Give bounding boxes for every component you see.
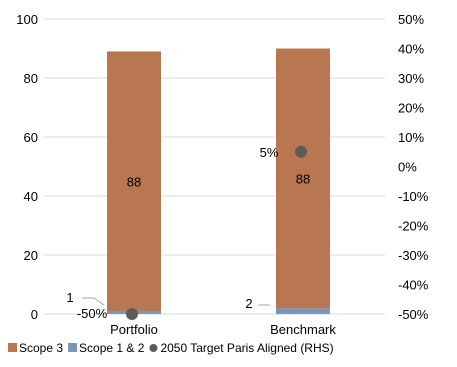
label-leaders [82, 297, 270, 306]
y-right-tick-label: -30% [398, 248, 429, 263]
legend-swatch [8, 343, 17, 352]
y-left-tick-label: 60 [24, 130, 38, 145]
bar-scope-3 [107, 51, 161, 312]
x-axis: Portfolio Benchmark [110, 322, 336, 337]
marker-target [126, 308, 138, 320]
data-label-scope-3: 88 [296, 171, 310, 186]
x-tick-label: Portfolio [110, 322, 158, 337]
legend-label: Scope 1 & 2 [79, 341, 145, 355]
y-left-tick-label: 20 [24, 248, 38, 263]
legend-label: Scope 3 [19, 341, 63, 355]
data-labels: 88 88 1 2 -50% 5% [66, 145, 310, 321]
legend-swatch [149, 344, 158, 352]
bars [107, 48, 330, 314]
gridlines [44, 18, 385, 315]
data-label-target: 5% [260, 145, 279, 160]
data-label-scope-1-2: 2 [245, 296, 252, 311]
y-right-tick-label: -20% [398, 219, 429, 234]
y-axis-right: -50% -40% -30% -20% -10% 0% 10% 20% 30% 40% 50% [398, 12, 429, 322]
y-left-tick-label: 80 [24, 71, 38, 86]
y-left-tick-label: 0 [31, 307, 38, 322]
y-right-tick-label: 50% [398, 12, 424, 27]
y-right-tick-label: 20% [398, 101, 424, 116]
legend-swatch [68, 343, 78, 352]
bar-scope-1-2 [276, 308, 330, 314]
y-right-tick-label: -50% [398, 307, 429, 322]
legend-label: 2050 Target Paris Aligned (RHS) [160, 341, 333, 355]
marker-target [295, 145, 307, 158]
markers [126, 145, 307, 320]
data-label-scope-1-2: 1 [66, 290, 73, 305]
data-label-scope-3: 88 [127, 174, 141, 189]
y-right-tick-label: 0% [398, 160, 417, 175]
y-right-tick-label: 10% [398, 130, 424, 145]
bar-scope-3 [276, 48, 330, 309]
y-right-tick-label: 40% [398, 42, 424, 57]
x-tick-label: Benchmark [270, 322, 336, 337]
y-right-tick-label: -10% [398, 189, 429, 204]
y-left-tick-label: 100 [16, 12, 38, 27]
legend: Scope 3 Scope 1 & 2 2050 Target Paris Alig… [8, 341, 334, 355]
y-right-tick-label: -40% [398, 278, 429, 293]
y-right-tick-label: 30% [398, 71, 424, 86]
y-left-tick-label: 40 [24, 189, 38, 204]
label-leader-line [82, 297, 105, 306]
y-axis-left: 0 20 40 60 80 100 [16, 12, 38, 322]
data-label-target: -50% [77, 306, 108, 321]
